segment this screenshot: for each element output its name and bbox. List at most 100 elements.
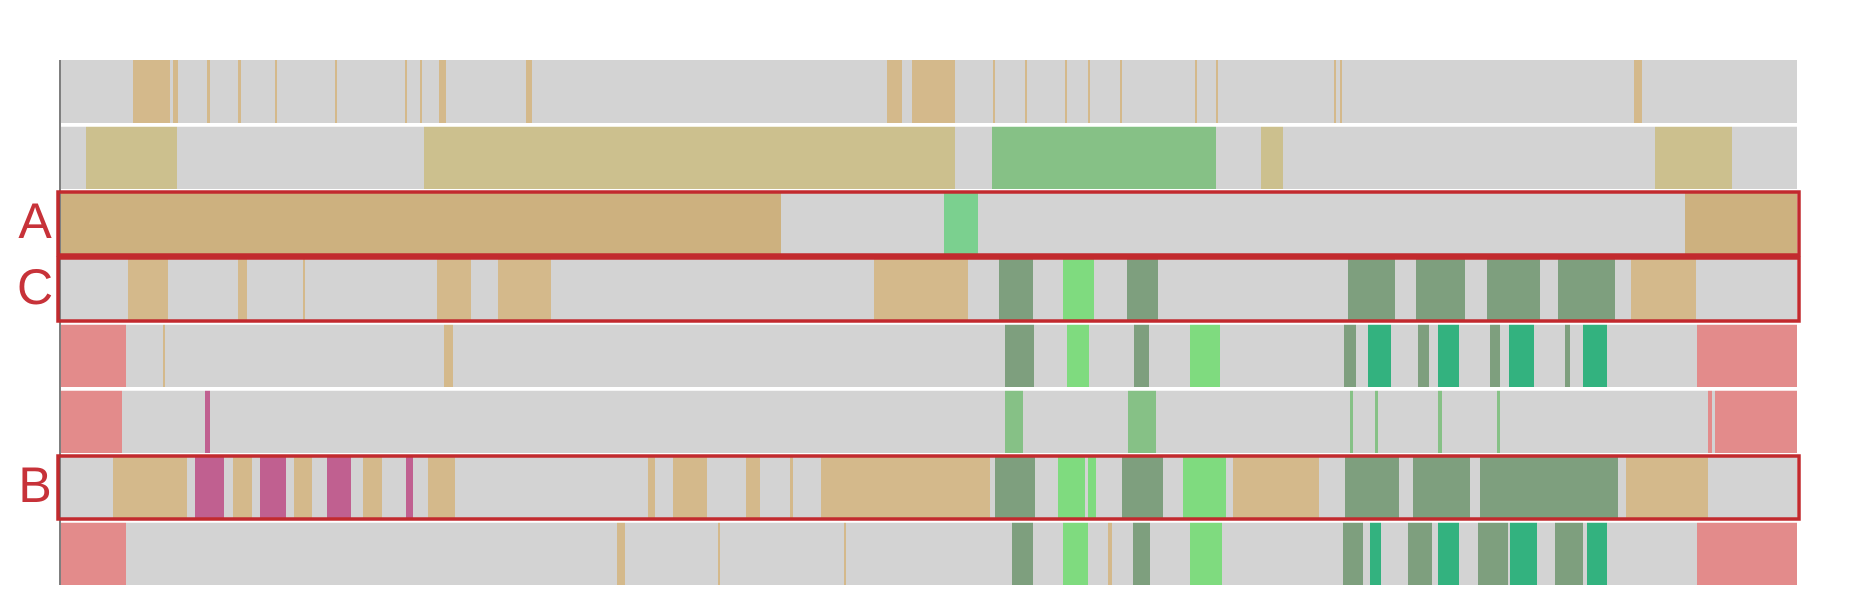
track-segment	[887, 60, 902, 123]
track-segment	[1478, 522, 1508, 585]
track-segment	[1697, 324, 1797, 387]
track-segment	[1067, 324, 1089, 387]
track-segment	[1655, 126, 1732, 189]
track-segment	[1344, 324, 1356, 387]
track-segment	[1005, 390, 1023, 453]
track-segment	[1233, 456, 1319, 519]
track-segment	[1708, 390, 1712, 453]
track-segment	[128, 258, 168, 321]
track-segment	[163, 324, 165, 387]
row-label-b: B	[18, 457, 51, 513]
track-segment	[420, 60, 422, 123]
track-segment	[1438, 390, 1442, 453]
track-segment	[1487, 258, 1540, 321]
track-segment	[673, 456, 707, 519]
track-segment	[1626, 456, 1708, 519]
track-segment	[1370, 522, 1381, 585]
track-segment	[61, 324, 126, 387]
track-segment	[1343, 522, 1363, 585]
track-segment	[260, 456, 286, 519]
highlight-box-c	[56, 256, 1801, 323]
track-segment	[1190, 522, 1222, 585]
track-segment	[617, 522, 625, 585]
track-segment	[1088, 456, 1096, 519]
track-row-7	[61, 456, 1797, 519]
track-segment	[944, 192, 978, 255]
track-segment	[1555, 522, 1583, 585]
track-segment	[1190, 324, 1220, 387]
track-segment	[1583, 324, 1607, 387]
row-label-c: C	[17, 259, 53, 315]
track-segment	[718, 522, 720, 585]
track-segment	[1490, 324, 1500, 387]
track-segment	[1134, 324, 1149, 387]
track-segment	[1416, 258, 1465, 321]
track-segment	[1350, 390, 1353, 453]
track-segment	[821, 456, 990, 519]
track-segment	[1715, 390, 1797, 453]
track-segment	[233, 456, 252, 519]
track-segment	[238, 258, 247, 321]
track-segment	[275, 60, 277, 123]
track-segment	[327, 456, 351, 519]
track-segment	[1133, 522, 1150, 585]
track-segment	[405, 60, 407, 123]
track-segment	[61, 522, 126, 585]
track-segment	[1558, 258, 1615, 321]
track-segment	[1216, 60, 1218, 123]
track-segment	[424, 126, 955, 189]
track-segment	[1634, 60, 1642, 123]
track-segment	[526, 60, 532, 123]
track-segment	[1438, 324, 1459, 387]
track-segment	[428, 456, 455, 519]
track-segment	[992, 126, 1216, 189]
track-segment	[1058, 456, 1085, 519]
track-row-2	[61, 126, 1797, 189]
track-segment	[207, 60, 210, 123]
track-segment	[1065, 60, 1067, 123]
track-segment	[648, 456, 655, 519]
track-segment	[874, 258, 968, 321]
track-segment	[1120, 60, 1122, 123]
track-row-5	[61, 324, 1797, 387]
track-segment	[1408, 522, 1432, 585]
track-segment	[1345, 456, 1399, 519]
highlight-box-a	[56, 190, 1801, 257]
track-segment	[406, 456, 413, 519]
track-segment	[1088, 60, 1090, 123]
track-segment	[1480, 456, 1618, 519]
track-segment	[437, 258, 471, 321]
track-segment	[999, 258, 1033, 321]
track-segment	[439, 60, 446, 123]
track-row-4	[61, 258, 1797, 321]
track-segment	[1587, 522, 1607, 585]
track-row-1	[61, 60, 1797, 123]
track-segment	[1025, 60, 1027, 123]
track-segment	[1334, 60, 1336, 123]
track-segment	[1565, 324, 1570, 387]
track-segment	[1195, 60, 1197, 123]
track-segment	[1510, 522, 1537, 585]
track-segment	[1261, 126, 1283, 189]
track-background	[61, 390, 1797, 453]
track-segment	[1631, 258, 1696, 321]
track-segment	[444, 324, 453, 387]
row-label-a: A	[18, 193, 52, 249]
track-row-8	[61, 522, 1797, 585]
track-segment	[1418, 324, 1429, 387]
track-segment	[205, 390, 210, 453]
track-segment	[912, 60, 955, 123]
track-row-3	[61, 192, 1797, 255]
track-segment	[61, 192, 781, 255]
track-segment	[195, 456, 224, 519]
track-segment	[1413, 456, 1470, 519]
track-segment	[993, 60, 995, 123]
track-segment	[238, 60, 241, 123]
track-segment	[1340, 60, 1342, 123]
track-segment	[1108, 522, 1112, 585]
track-background	[61, 324, 1797, 387]
track-segment	[790, 456, 793, 519]
track-segment	[1128, 390, 1156, 453]
track-segment	[61, 390, 122, 453]
